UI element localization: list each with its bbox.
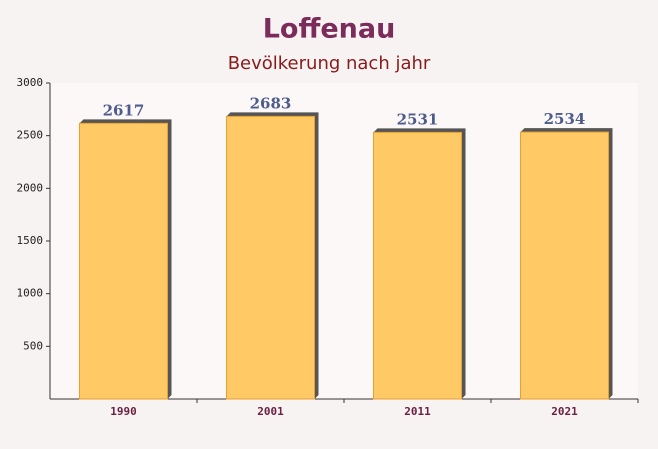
chart-title: Loffenau: [263, 14, 396, 45]
y-tick-label: 3000: [17, 76, 44, 89]
y-tick-label: 2500: [17, 129, 44, 142]
x-tick-label: 2021: [551, 405, 578, 418]
value-label: 2617: [103, 101, 145, 119]
bar: [79, 122, 168, 400]
value-label: 2534: [544, 110, 586, 128]
y-tick-label: 1500: [17, 234, 44, 247]
bar: [226, 115, 315, 400]
value-label: 2683: [250, 94, 292, 112]
x-tick-label: 2001: [257, 405, 284, 418]
y-tick-label: 1000: [17, 287, 44, 300]
y-tick-label: 500: [23, 339, 43, 352]
chart-subtitle: Bevölkerung nach jahr: [228, 53, 431, 74]
bar: [520, 131, 609, 400]
y-tick-label: 2000: [17, 181, 44, 194]
value-label: 2531: [397, 110, 439, 128]
x-tick-label: 2011: [404, 405, 431, 418]
x-tick-label: 1990: [110, 405, 137, 418]
bar: [373, 131, 462, 400]
